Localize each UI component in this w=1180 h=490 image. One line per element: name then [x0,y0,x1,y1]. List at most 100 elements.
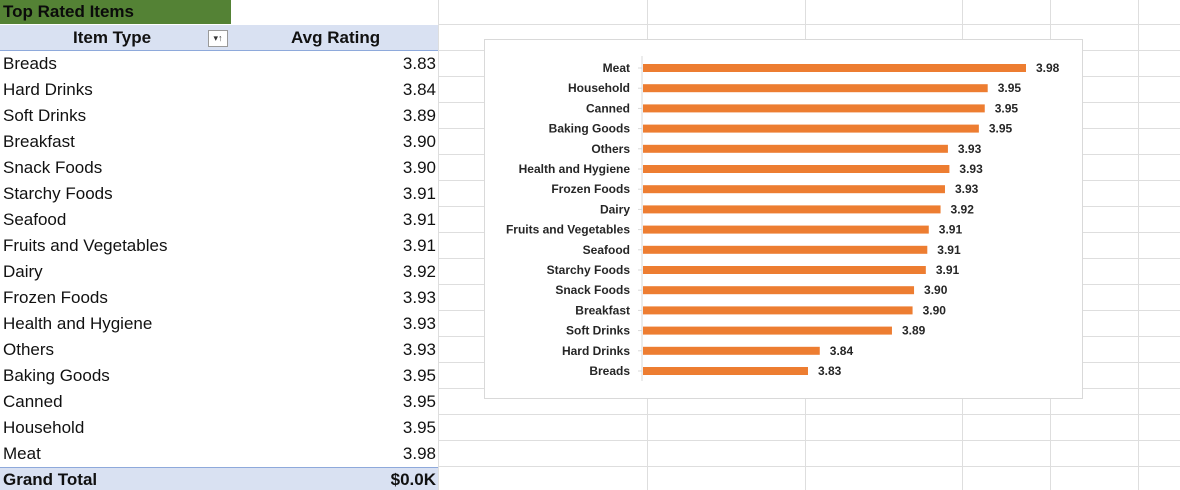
table-row[interactable]: Dairy 3.92 [0,259,438,285]
chart-bar[interactable] [643,64,1026,72]
table-row[interactable]: Health and Hygiene 3.93 [0,311,438,337]
item-type-cell: Health and Hygiene [3,314,153,333]
category-label: Breakfast [575,303,630,317]
item-type-header: Item Type [73,28,152,47]
table-row[interactable]: Seafood 3.91 [0,207,438,233]
item-type-cell: Breads [3,54,57,73]
avg-rating-cell: 3.90 [402,132,436,151]
table-row[interactable]: Household 3.95 [0,415,438,441]
table-row[interactable]: Baking Goods 3.95 [0,363,438,389]
avg-rating-cell: 3.83 [402,54,436,73]
chart-bar[interactable] [643,165,950,173]
avg-rating-cell: 3.91 [402,210,436,229]
data-label: 3.92 [951,202,975,216]
grid-row-line [438,466,1180,467]
avg-rating-cell: 3.98 [402,444,436,463]
avg-rating-cell: 3.91 [402,184,436,203]
item-type-cell: Others [3,340,55,359]
avg-rating-cell: 3.95 [402,366,436,385]
category-label: Others [591,142,630,156]
grid-column-line [1138,0,1139,490]
data-label: 3.93 [958,142,982,156]
grid-row-line [438,414,1180,415]
chart-svg: Meat 3.98 Household 3.95 Canned 3.95 Baking Go… [506,56,1060,381]
item-type-cell: Hard Drinks [3,80,93,99]
chart-bar[interactable] [643,84,988,93]
table-row[interactable]: Soft Drinks 3.89 [0,103,438,129]
chart-bar[interactable] [643,367,808,375]
category-label: Soft Drinks [566,324,630,338]
item-type-cell: Seafood [3,210,67,229]
chart-bar[interactable] [643,124,979,133]
avg-rating-cell: 3.95 [402,418,436,437]
item-type-cell: Frozen Foods [3,288,108,307]
grid-column-line [438,0,439,490]
table-row[interactable]: Breads 3.83 [0,51,438,77]
chart-bar[interactable] [643,144,948,153]
table-row[interactable]: Snack Foods 3.90 [0,155,438,181]
data-label: 3.84 [830,344,854,358]
bar-chart[interactable]: Meat 3.98 Household 3.95 Canned 3.95 Baking Go… [484,39,1083,399]
grand-total-value: $0.0K [390,470,436,489]
item-type-cell: Starchy Foods [3,184,113,203]
item-type-cell: Household [3,418,85,437]
chart-bar[interactable] [643,205,941,214]
table-row[interactable]: Starchy Foods 3.91 [0,181,438,207]
item-type-cell: Breakfast [3,132,75,151]
table-row[interactable]: Others 3.93 [0,337,438,363]
data-label: 3.90 [924,283,948,297]
grand-total-row[interactable]: Grand Total $0.0K [0,467,438,490]
avg-rating-cell: 3.93 [402,340,436,359]
chart-bar[interactable] [643,286,915,295]
category-label: Frozen Foods [551,182,630,196]
avg-rating-cell: 3.89 [402,106,436,125]
pivot-title: Top Rated Items [0,0,231,24]
table-row[interactable]: Hard Drinks 3.84 [0,77,438,103]
category-label: Household [568,81,630,95]
chart-bar[interactable] [643,346,820,355]
item-type-cell: Snack Foods [3,158,103,177]
table-row[interactable]: Canned 3.95 [0,389,438,415]
chart-bar[interactable] [643,245,928,254]
data-label: 3.83 [818,364,842,378]
table-row[interactable]: Fruits and Vegetables 3.91 [0,233,438,259]
data-label: 3.91 [936,263,960,277]
data-label: 3.98 [1036,61,1060,75]
chart-bar[interactable] [643,185,945,194]
item-type-cell: Meat [3,444,41,463]
avg-rating-header: Avg Rating [291,28,381,47]
item-type-cell: Dairy [3,262,43,281]
avg-rating-cell: 3.93 [402,288,436,307]
table-row[interactable]: Meat 3.98 [0,441,438,467]
item-type-cell: Fruits and Vegetables [3,236,168,255]
grid-row-line [438,24,1180,25]
category-label: Baking Goods [549,122,631,136]
data-label: 3.95 [995,101,1019,115]
data-label: 3.93 [959,162,983,176]
data-label: 3.95 [989,122,1013,136]
category-label: Meat [603,61,630,75]
chart-bar[interactable] [643,104,985,113]
item-type-cell: Baking Goods [3,366,110,385]
table-row[interactable]: Breakfast 3.90 [0,129,438,155]
category-label: Hard Drinks [562,344,630,358]
avg-rating-cell: 3.95 [402,392,436,411]
category-label: Snack Foods [555,283,630,297]
chart-bar[interactable] [643,306,913,315]
pivot-rows: Breads 3.83 Hard Drinks 3.84 Soft Drinks 3.89… [0,51,438,467]
data-label: 3.93 [955,182,979,196]
item-type-cell: Soft Drinks [3,106,87,125]
category-label: Starchy Foods [547,263,631,277]
chart-bar[interactable] [643,326,892,335]
avg-rating-cell: 3.90 [402,158,436,177]
pivot-header-row: Item Type ▾↑ Avg Rating [0,25,438,51]
avg-rating-cell: 3.84 [402,80,436,99]
category-label: Health and Hygiene [519,162,631,176]
data-label: 3.91 [939,223,963,237]
sort-filter-icon[interactable]: ▾↑ [208,30,228,47]
table-row[interactable]: Frozen Foods 3.93 [0,285,438,311]
category-label: Breads [589,364,630,378]
chart-bar[interactable] [643,225,929,234]
chart-bar[interactable] [643,266,926,274]
category-label: Canned [586,101,630,115]
